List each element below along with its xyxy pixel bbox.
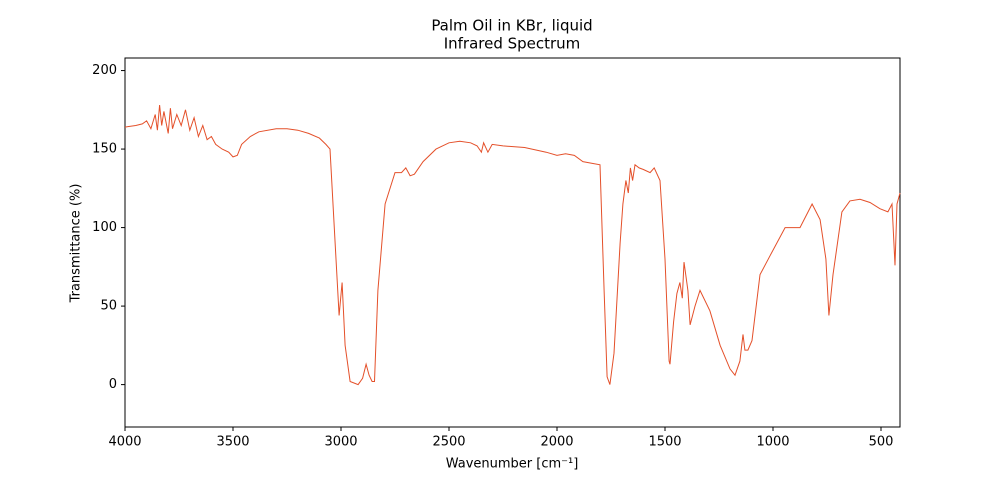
chart-subtitle: Infrared Spectrum [444,35,581,53]
y-axis-label: Transmittance (%) [69,184,84,304]
y-tick-label: 200 [92,63,117,78]
y-tick-label: 150 [92,142,117,157]
chart-title: Palm Oil in KBr, liquid [431,17,592,35]
x-tick-label: 3000 [324,435,357,450]
spectrum-line [124,105,901,386]
plot-frame [124,57,901,428]
y-tick-label: 0 [109,377,117,392]
x-tick-label: 1500 [648,435,681,450]
x-tick-label: 4000 [108,435,141,450]
y-tick-label: 50 [100,299,117,314]
x-tick-label: 2000 [540,435,573,450]
x-tick-label: 2500 [432,435,465,450]
x-tick-label: 3500 [216,435,249,450]
x-tick-label: 500 [869,435,894,450]
x-axis-label: Wavenumber [cm⁻¹] [446,457,579,472]
x-tick-label: 1000 [756,435,789,450]
y-tick-label: 100 [92,220,117,235]
